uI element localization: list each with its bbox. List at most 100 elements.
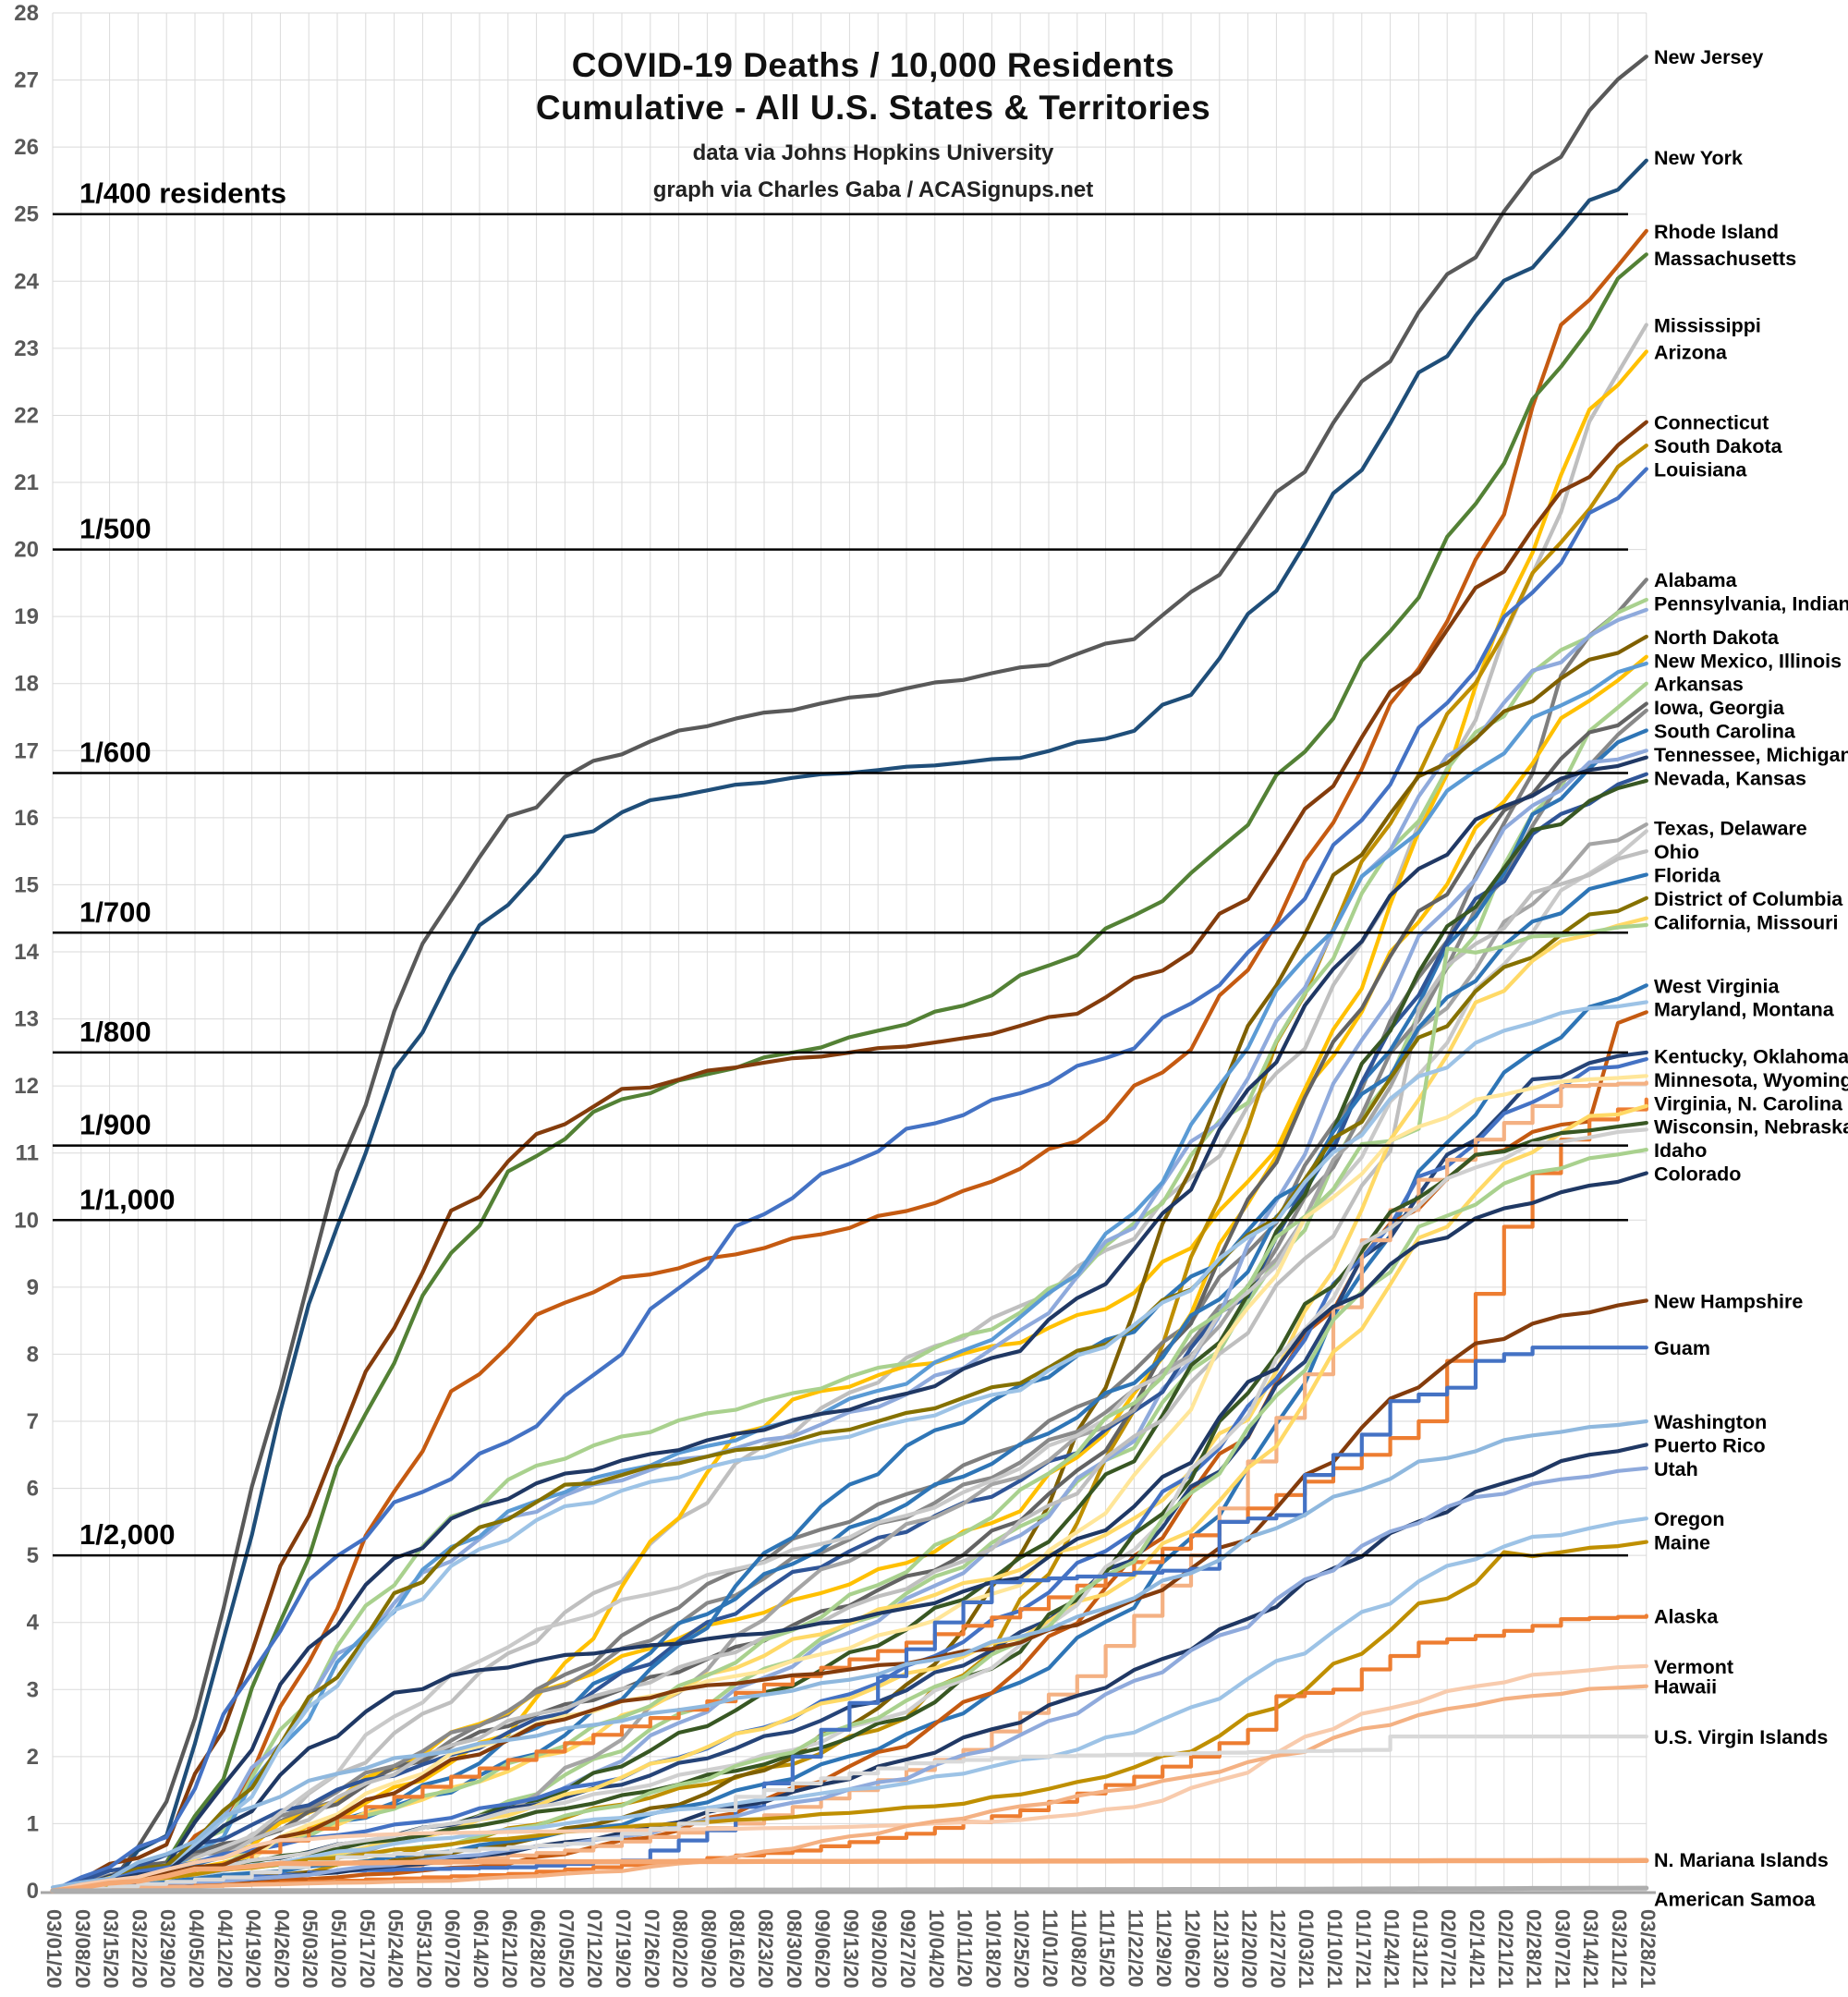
series-line-minnesota bbox=[50, 1074, 1648, 1893]
x-tick-label: 10/18/20 bbox=[981, 1909, 1004, 1989]
state-label: Maryland, Montana bbox=[1654, 999, 1835, 1021]
series-line-oregon bbox=[50, 1516, 1648, 1893]
y-tick-group: 0123456789101112131415161718192021222324… bbox=[14, 1, 39, 1904]
reference-line-label: 1/400 residents bbox=[79, 177, 286, 210]
x-tick-label: 07/05/20 bbox=[554, 1909, 578, 1989]
state-label: Massachusetts bbox=[1654, 248, 1796, 270]
state-label: Puerto Rico bbox=[1654, 1434, 1766, 1456]
y-tick-label: 16 bbox=[14, 806, 39, 831]
series-line-nevada bbox=[50, 772, 1648, 1893]
state-label: New York bbox=[1654, 147, 1743, 169]
state-label: Connecticut bbox=[1654, 412, 1769, 434]
x-tick-label: 12/13/20 bbox=[1210, 1909, 1233, 1989]
series-group bbox=[50, 55, 1649, 1893]
x-tick-label: 06/14/20 bbox=[469, 1909, 492, 1989]
state-label: Kentucky, Oklahoma bbox=[1654, 1045, 1848, 1067]
state-label: West Virginia bbox=[1654, 975, 1780, 997]
x-tick-label: 08/09/20 bbox=[697, 1909, 720, 1989]
x-tick-label: 03/08/20 bbox=[71, 1909, 94, 1989]
x-tick-label: 09/13/20 bbox=[839, 1909, 862, 1989]
series-line-vermont bbox=[50, 1663, 1648, 1893]
x-tick-label: 03/29/20 bbox=[156, 1909, 179, 1989]
x-tick-label: 02/07/21 bbox=[1437, 1909, 1460, 1989]
state-label: Iowa, Georgia bbox=[1654, 697, 1785, 719]
x-tick-label: 03/15/20 bbox=[100, 1909, 123, 1989]
series-line-maine bbox=[50, 1540, 1648, 1893]
y-tick-label: 3 bbox=[27, 1677, 39, 1702]
series-line-virginia bbox=[50, 1097, 1648, 1893]
reference-line-label: 1/500 bbox=[79, 513, 152, 545]
x-tick-label: 02/28/21 bbox=[1523, 1909, 1546, 1989]
x-tick-label: 04/26/20 bbox=[270, 1909, 293, 1989]
state-label: New Hampshire bbox=[1654, 1290, 1803, 1312]
x-tick-label: 01/24/21 bbox=[1380, 1909, 1404, 1989]
state-label: Hawaii bbox=[1654, 1676, 1717, 1699]
y-tick-label: 14 bbox=[14, 940, 39, 965]
y-tick-label: 0 bbox=[27, 1879, 39, 1904]
x-tick-label: 11/01/20 bbox=[1039, 1909, 1062, 1987]
y-tick-label: 6 bbox=[27, 1477, 39, 1502]
x-tick-label: 03/28/21 bbox=[1636, 1909, 1660, 1989]
state-label: Oregon bbox=[1654, 1508, 1724, 1530]
series-line-georgia bbox=[50, 708, 1648, 1893]
state-label: South Carolina bbox=[1654, 721, 1796, 743]
x-tick-label: 08/16/20 bbox=[725, 1909, 748, 1989]
y-tick-label: 13 bbox=[14, 1007, 39, 1032]
reference-line-label: 1/700 bbox=[79, 895, 152, 928]
state-label: Utah bbox=[1654, 1458, 1698, 1480]
x-tick-label: 09/20/20 bbox=[868, 1909, 891, 1989]
x-tick-label: 05/10/20 bbox=[327, 1909, 350, 1989]
x-tick-label: 05/17/20 bbox=[356, 1909, 379, 1989]
state-label: California, Missouri bbox=[1654, 911, 1839, 933]
x-tick-label: 12/27/20 bbox=[1266, 1909, 1289, 1989]
state-label: U.S. Virgin Islands bbox=[1654, 1726, 1828, 1748]
state-label: Idaho bbox=[1654, 1139, 1707, 1162]
series-line-louisiana bbox=[50, 467, 1648, 1893]
y-tick-label: 22 bbox=[14, 403, 39, 428]
series-line-new-jersey bbox=[50, 55, 1648, 1893]
y-tick-label: 18 bbox=[14, 672, 39, 697]
x-tick-label: 05/31/20 bbox=[412, 1909, 435, 1989]
x-tick-label: 10/11/20 bbox=[954, 1909, 977, 1987]
state-label: Virginia, N. Carolina bbox=[1654, 1092, 1843, 1114]
state-label: Florida bbox=[1654, 865, 1721, 887]
x-tick-label: 01/17/21 bbox=[1352, 1909, 1375, 1989]
state-label-group: New Jersey New York Rhode Island Massachuse… bbox=[1654, 46, 1848, 1911]
x-tick-label: 10/04/20 bbox=[925, 1909, 948, 1989]
x-tick-label: 05/24/20 bbox=[384, 1909, 407, 1989]
series-line-new-hampshire bbox=[50, 1298, 1648, 1893]
y-tick-label: 21 bbox=[14, 470, 39, 495]
y-tick-label: 2 bbox=[27, 1745, 39, 1770]
state-label: American Samoa bbox=[1654, 1889, 1817, 1911]
x-tick-label: 03/01/20 bbox=[43, 1909, 66, 1989]
state-label: Rhode Island bbox=[1654, 221, 1779, 243]
x-tick-label: 06/21/20 bbox=[498, 1909, 521, 1989]
x-tick-label: 09/06/20 bbox=[811, 1909, 834, 1989]
state-label: Pennsylvania, Indiana bbox=[1654, 593, 1848, 615]
series-line-washington bbox=[50, 1419, 1648, 1890]
x-tick-label: 01/03/21 bbox=[1295, 1909, 1318, 1989]
x-tick-label: 10/25/20 bbox=[1010, 1909, 1033, 1989]
y-tick-label: 1 bbox=[27, 1811, 39, 1836]
x-tick-label: 08/30/20 bbox=[783, 1909, 806, 1989]
y-tick-label: 5 bbox=[27, 1543, 39, 1568]
x-tick-label: 12/20/20 bbox=[1238, 1909, 1261, 1989]
x-tick-label: 02/14/21 bbox=[1465, 1909, 1489, 1989]
x-tick-label: 07/26/20 bbox=[640, 1909, 663, 1989]
y-tick-label: 8 bbox=[27, 1342, 39, 1367]
x-tick-label: 01/10/21 bbox=[1323, 1909, 1346, 1989]
x-tick-label: 04/05/20 bbox=[185, 1909, 208, 1989]
state-label: Colorado bbox=[1654, 1163, 1741, 1185]
x-tick-label: 12/06/20 bbox=[1181, 1909, 1204, 1989]
y-tick-label: 25 bbox=[14, 202, 39, 227]
y-tick-label: 9 bbox=[27, 1275, 39, 1300]
x-tick-label: 02/21/21 bbox=[1494, 1909, 1517, 1989]
y-tick-label: 27 bbox=[14, 68, 39, 93]
series-line-delaware bbox=[50, 829, 1648, 1893]
x-tick-label: 03/14/21 bbox=[1579, 1909, 1602, 1989]
series-line-district-of-columbia bbox=[50, 895, 1648, 1893]
y-tick-label: 24 bbox=[14, 269, 39, 294]
state-label: New Jersey bbox=[1654, 46, 1763, 68]
reference-line-group: 1/400 residents 1/500 1/600 1/700 1/800 1/900… bbox=[53, 177, 1628, 1557]
